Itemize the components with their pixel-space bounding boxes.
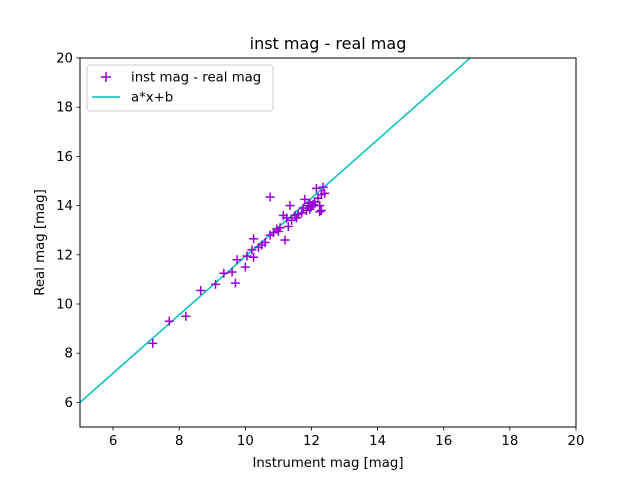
data-point: [249, 252, 259, 262]
plot-area: [80, 58, 576, 427]
legend: inst mag - real mag a*x+b: [86, 64, 274, 112]
y-tick-label: 12: [56, 248, 73, 263]
x-tick-label: 8: [175, 434, 183, 449]
data-point: [196, 285, 206, 295]
y-tick-label: 16: [56, 150, 73, 165]
data-point: [219, 268, 229, 278]
x-tick-label: 14: [369, 434, 386, 449]
y-tick-label: 8: [65, 347, 73, 362]
data-point: [316, 206, 326, 216]
data-point: [282, 213, 292, 223]
x-axis-label: Instrument mag [mag]: [252, 456, 403, 471]
chart-marks: [80, 58, 471, 403]
data-point: [320, 188, 330, 198]
plot-frame: [79, 57, 577, 428]
data-point: [148, 338, 158, 348]
legend-label-line: a*x+b: [131, 91, 173, 106]
y-tick-label: 20: [56, 52, 73, 67]
data-point: [260, 238, 270, 247]
data-point: [164, 316, 174, 326]
legend-box: [86, 64, 274, 112]
data-point: [230, 278, 240, 288]
chart-title: inst mag - real mag: [250, 34, 407, 53]
legend-label-scatter: inst mag - real mag: [131, 71, 261, 86]
y-tick-label: 10: [56, 298, 73, 313]
fit-line: [80, 58, 471, 403]
legend-marker-scatter: [101, 72, 111, 82]
data-point: [308, 199, 318, 209]
data-point: [240, 262, 250, 272]
data-point: [287, 215, 297, 225]
data-point: [285, 201, 295, 211]
axes: 6 8 10 12 14 16 18 20 6 8 10 12 14 16 18 20: [56, 52, 584, 450]
x-tick-label: 6: [109, 434, 117, 449]
data-point: [232, 255, 242, 265]
x-tick-label: 12: [303, 434, 320, 449]
x-tick-label: 20: [568, 434, 585, 449]
data-point: [249, 234, 259, 244]
y-axis-label: Real mag [mag]: [33, 189, 48, 296]
x-tick-label: 16: [435, 434, 452, 449]
data-point: [242, 251, 252, 261]
data-point: [300, 194, 310, 204]
y-tick-label: 14: [56, 199, 73, 214]
data-point: [311, 183, 321, 193]
data-point: [283, 222, 293, 232]
data-point: [305, 204, 315, 214]
data-point: [211, 279, 221, 289]
y-tick-label: 18: [56, 101, 73, 116]
x-tick-label: 10: [237, 434, 254, 449]
x-tick-label: 18: [501, 434, 518, 449]
y-tick-label: 6: [65, 396, 73, 411]
data-point: [265, 192, 275, 202]
data-point: [227, 267, 237, 277]
data-point: [318, 182, 328, 192]
data-point: [280, 235, 290, 245]
data-point: [247, 245, 257, 255]
data-point: [315, 207, 325, 217]
data-point: [275, 223, 285, 233]
data-point: [297, 208, 307, 218]
data-point: [181, 311, 191, 321]
